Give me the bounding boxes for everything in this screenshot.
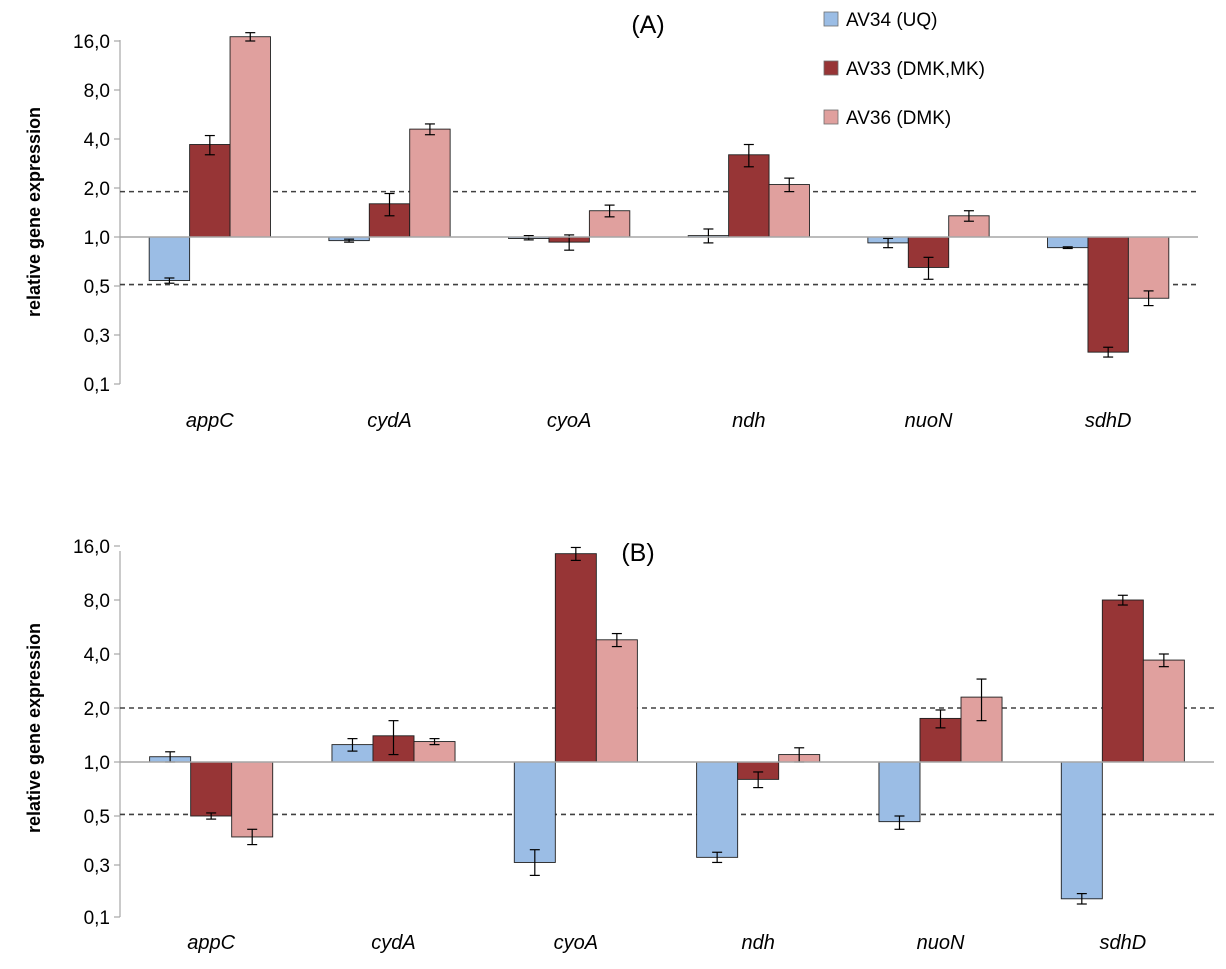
bar-av34-sdhD — [1047, 236, 1089, 249]
y-tick-label: 8,0 — [84, 81, 110, 102]
bar-av36-appC — [229, 36, 271, 238]
category-label-appC: appC — [187, 932, 235, 954]
bar-av34-appC — [148, 236, 191, 282]
panel-a: relative gene expression (A) 0,1 0,3 0,5 1,… — [24, 11, 1198, 432]
bar-av36-ndh — [768, 184, 810, 238]
y-tick-label: 4,0 — [84, 645, 110, 666]
bar-av34-sdhD — [1060, 761, 1103, 900]
legend-label-av34: AV34 (UQ) — [846, 10, 938, 31]
category-label-sdhD: sdhD — [1085, 410, 1132, 432]
y-tick-label: 0,5 — [84, 277, 110, 298]
y-tick-label: 0,1 — [84, 908, 110, 929]
category-label-cydA: cydA — [367, 410, 411, 432]
y-tick-label: 8,0 — [84, 591, 110, 612]
bar-av34-ndh — [696, 761, 739, 858]
category-label-nuoN: nuoN — [905, 410, 953, 432]
bar-av34-cyoA — [513, 761, 556, 863]
bar-av36-cyoA — [595, 639, 638, 763]
category-label-cyoA: cyoA — [547, 410, 591, 432]
bar-av33-sdhD — [1087, 236, 1129, 353]
panel-a-ylabel: relative gene expression — [24, 107, 44, 317]
legend-swatch-av34 — [823, 11, 839, 27]
y-tick-label: 1,0 — [84, 753, 110, 774]
legend-label-av33: AV33 (DMK,MK) — [846, 59, 985, 80]
category-label-nuoN: nuoN — [917, 932, 965, 954]
panel-b-ylabel: relative gene expression — [24, 623, 44, 833]
bar-av33-appC — [189, 144, 231, 238]
y-tick-label: 1,0 — [84, 228, 110, 249]
y-tick-label: 4,0 — [84, 130, 110, 151]
y-tick-label: 2,0 — [84, 699, 110, 720]
y-tick-label: 0,5 — [84, 807, 110, 828]
panel-b-title: (B) — [621, 539, 654, 567]
bar-av33-cyoA — [554, 553, 597, 763]
y-tick-label: 0,3 — [84, 856, 110, 877]
y-tick-label: 0,1 — [84, 375, 110, 396]
legend: AV34 (UQ) AV33 (DMK,MK) AV36 (DMK) — [823, 10, 985, 129]
bar-av34-nuoN — [878, 761, 921, 823]
panel-b: relative gene expression (B) 0,1 0,3 0,5 1,… — [24, 537, 1214, 954]
category-label-sdhD: sdhD — [1099, 932, 1146, 954]
y-tick-label: 2,0 — [84, 179, 110, 200]
bar-av36-sdhD — [1142, 659, 1185, 763]
bar-av33-ndh — [728, 154, 770, 238]
category-label-ndh: ndh — [741, 932, 774, 954]
panel-a-title: (A) — [631, 11, 664, 39]
bar-av36-sdhD — [1127, 236, 1170, 299]
category-label-ndh: ndh — [732, 410, 765, 432]
bar-av36-appC — [231, 761, 274, 838]
legend-swatch-av33 — [823, 60, 839, 76]
y-tick-label: 16,0 — [73, 537, 110, 558]
bar-av33-sdhD — [1101, 599, 1144, 763]
legend-swatch-av36 — [823, 109, 839, 125]
category-label-appC: appC — [186, 410, 234, 432]
category-label-cyoA: cyoA — [554, 932, 598, 954]
y-tick-label: 0,3 — [84, 326, 110, 347]
category-label-cydA: cydA — [371, 932, 415, 954]
bar-av33-appC — [190, 761, 233, 817]
bar-av36-cydA — [409, 128, 451, 238]
legend-label-av36: AV36 (DMK) — [846, 108, 951, 129]
y-tick-label: 16,0 — [73, 32, 110, 53]
